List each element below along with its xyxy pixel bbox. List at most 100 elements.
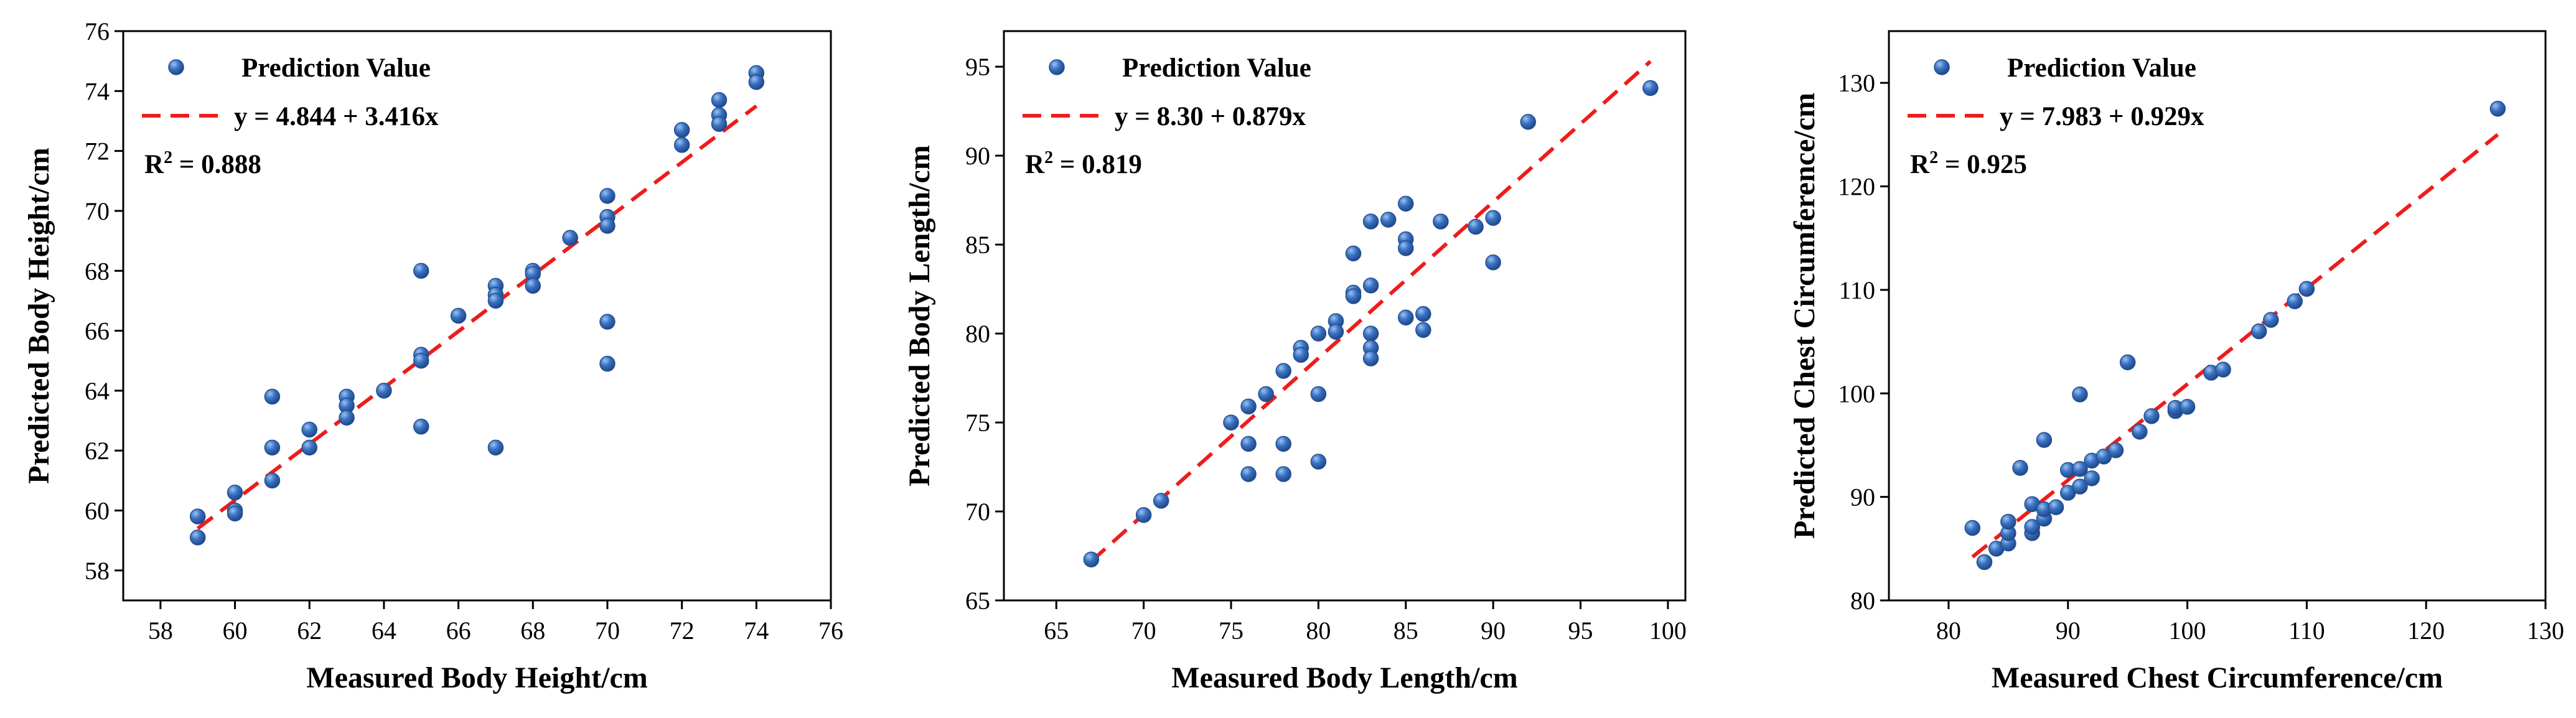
- legend-points-label: Prediction Value: [1122, 54, 1311, 83]
- x-tick-label: 64: [372, 617, 396, 645]
- data-point: [376, 383, 392, 399]
- y-tick-label: 75: [965, 409, 990, 437]
- x-tick-label: 90: [2056, 617, 2081, 645]
- y-tick-label: 120: [1838, 173, 1875, 201]
- data-point: [487, 292, 504, 309]
- x-tick-label: 90: [1481, 617, 1506, 645]
- y-tick-label: 65: [965, 587, 990, 615]
- x-tick-label: 100: [1649, 617, 1687, 645]
- x-tick-label: 80: [1306, 617, 1331, 645]
- data-point: [301, 421, 317, 438]
- data-point: [1275, 466, 1291, 482]
- r-squared-value: = 0.888: [172, 150, 261, 179]
- data-point: [2012, 460, 2028, 476]
- y-tick-label: 76: [85, 17, 110, 45]
- r-squared-value: = 0.925: [1938, 150, 2027, 179]
- fit-line: [196, 105, 758, 530]
- data-point: [227, 505, 243, 522]
- data-point: [2132, 424, 2148, 440]
- y-tick-label: 95: [965, 53, 990, 81]
- x-tick-label: 120: [2407, 617, 2445, 645]
- legend-fit-equation: y = 4.844 + 3.416x: [234, 102, 439, 131]
- y-tick-label: 64: [85, 377, 110, 405]
- r-squared-symbol: R: [1910, 150, 1930, 179]
- x-tick-label: 75: [1219, 617, 1244, 645]
- x-tick-label: 130: [2527, 617, 2564, 645]
- data-point: [1362, 277, 1379, 294]
- x-tick-label: 65: [1044, 617, 1069, 645]
- data-point: [487, 439, 504, 456]
- data-point: [673, 137, 690, 153]
- plot-frame: [1888, 30, 2547, 602]
- legend-points-label: Prediction Value: [241, 54, 431, 83]
- y-tick-label: 90: [1850, 483, 1875, 511]
- data-point: [413, 352, 429, 369]
- data-point: [2048, 499, 2064, 516]
- data-point: [2119, 354, 2136, 371]
- data-point: [264, 388, 281, 405]
- fit-line: [1971, 133, 2499, 559]
- data-point: [1964, 520, 1981, 536]
- y-tick-label: 90: [965, 142, 990, 170]
- x-tick-label: 76: [818, 617, 843, 645]
- data-point: [1345, 245, 1362, 262]
- data-point: [1362, 325, 1379, 342]
- data-point: [413, 263, 429, 279]
- x-axis-title: Measured Body Length/cm: [1171, 661, 1517, 694]
- legend-point-marker: [168, 59, 184, 75]
- data-point: [748, 74, 765, 90]
- data-point: [1976, 554, 1993, 571]
- x-tick-label: 72: [670, 617, 695, 645]
- y-tick-label: 70: [85, 197, 110, 225]
- data-point: [2250, 323, 2267, 340]
- legend-fit-equation: y = 8.30 + 0.879x: [1115, 102, 1306, 131]
- y-axis-title: Predicted Chest Circumference/cm: [1788, 93, 1821, 539]
- data-point: [1240, 436, 1257, 452]
- data-point: [1415, 322, 1431, 338]
- r-squared-symbol: R: [144, 150, 164, 179]
- y-tick-label: 85: [965, 231, 990, 259]
- y-tick-label: 66: [85, 317, 110, 345]
- plot-frame: [1003, 30, 1687, 602]
- x-tick-label: 110: [2288, 617, 2325, 645]
- data-point: [1345, 288, 1362, 304]
- legend-point-marker: [1049, 59, 1065, 75]
- y-tick-label: 70: [965, 498, 990, 526]
- data-point: [1398, 309, 1414, 326]
- data-point: [599, 188, 616, 204]
- legend-points-label: Prediction Value: [2007, 54, 2196, 83]
- data-point: [599, 218, 616, 234]
- r-squared-label: R2 = 0.888: [144, 148, 261, 179]
- data-point: [227, 484, 243, 501]
- data-point: [1135, 507, 1152, 523]
- data-point: [1310, 454, 1327, 470]
- data-point: [1362, 350, 1379, 366]
- data-point: [525, 277, 541, 294]
- data-point: [2489, 101, 2506, 117]
- r-squared-label: R2 = 0.925: [1910, 148, 2027, 179]
- y-tick-label: 60: [85, 497, 110, 525]
- data-point: [1293, 347, 1309, 363]
- data-point: [1310, 325, 1327, 342]
- y-axis-title: Predicted Body Length/cm: [903, 145, 936, 486]
- y-tick-label: 62: [85, 437, 110, 465]
- r-squared-superscript: 2: [1044, 148, 1053, 167]
- chart-chest-circumference: 80 90 100 110 120 130 80 90 100 110 120 130 Measured…: [1788, 30, 2564, 694]
- x-tick-label: 80: [1936, 617, 1961, 645]
- data-point: [2072, 478, 2088, 495]
- x-axis-title: Measured Chest Circumference/cm: [1992, 661, 2443, 694]
- data-point: [2084, 470, 2100, 487]
- x-tick-label: 58: [148, 617, 173, 645]
- x-tick-label: 62: [297, 617, 322, 645]
- data-point: [2024, 519, 2040, 535]
- y-tick-label: 74: [85, 77, 110, 105]
- data-point: [1275, 436, 1291, 452]
- data-point: [673, 122, 690, 138]
- data-point: [1398, 195, 1414, 212]
- data-point: [2143, 408, 2160, 424]
- x-tick-label: 68: [520, 617, 545, 645]
- data-point: [599, 314, 616, 330]
- data-point: [1223, 414, 1239, 431]
- data-point: [1433, 213, 1449, 230]
